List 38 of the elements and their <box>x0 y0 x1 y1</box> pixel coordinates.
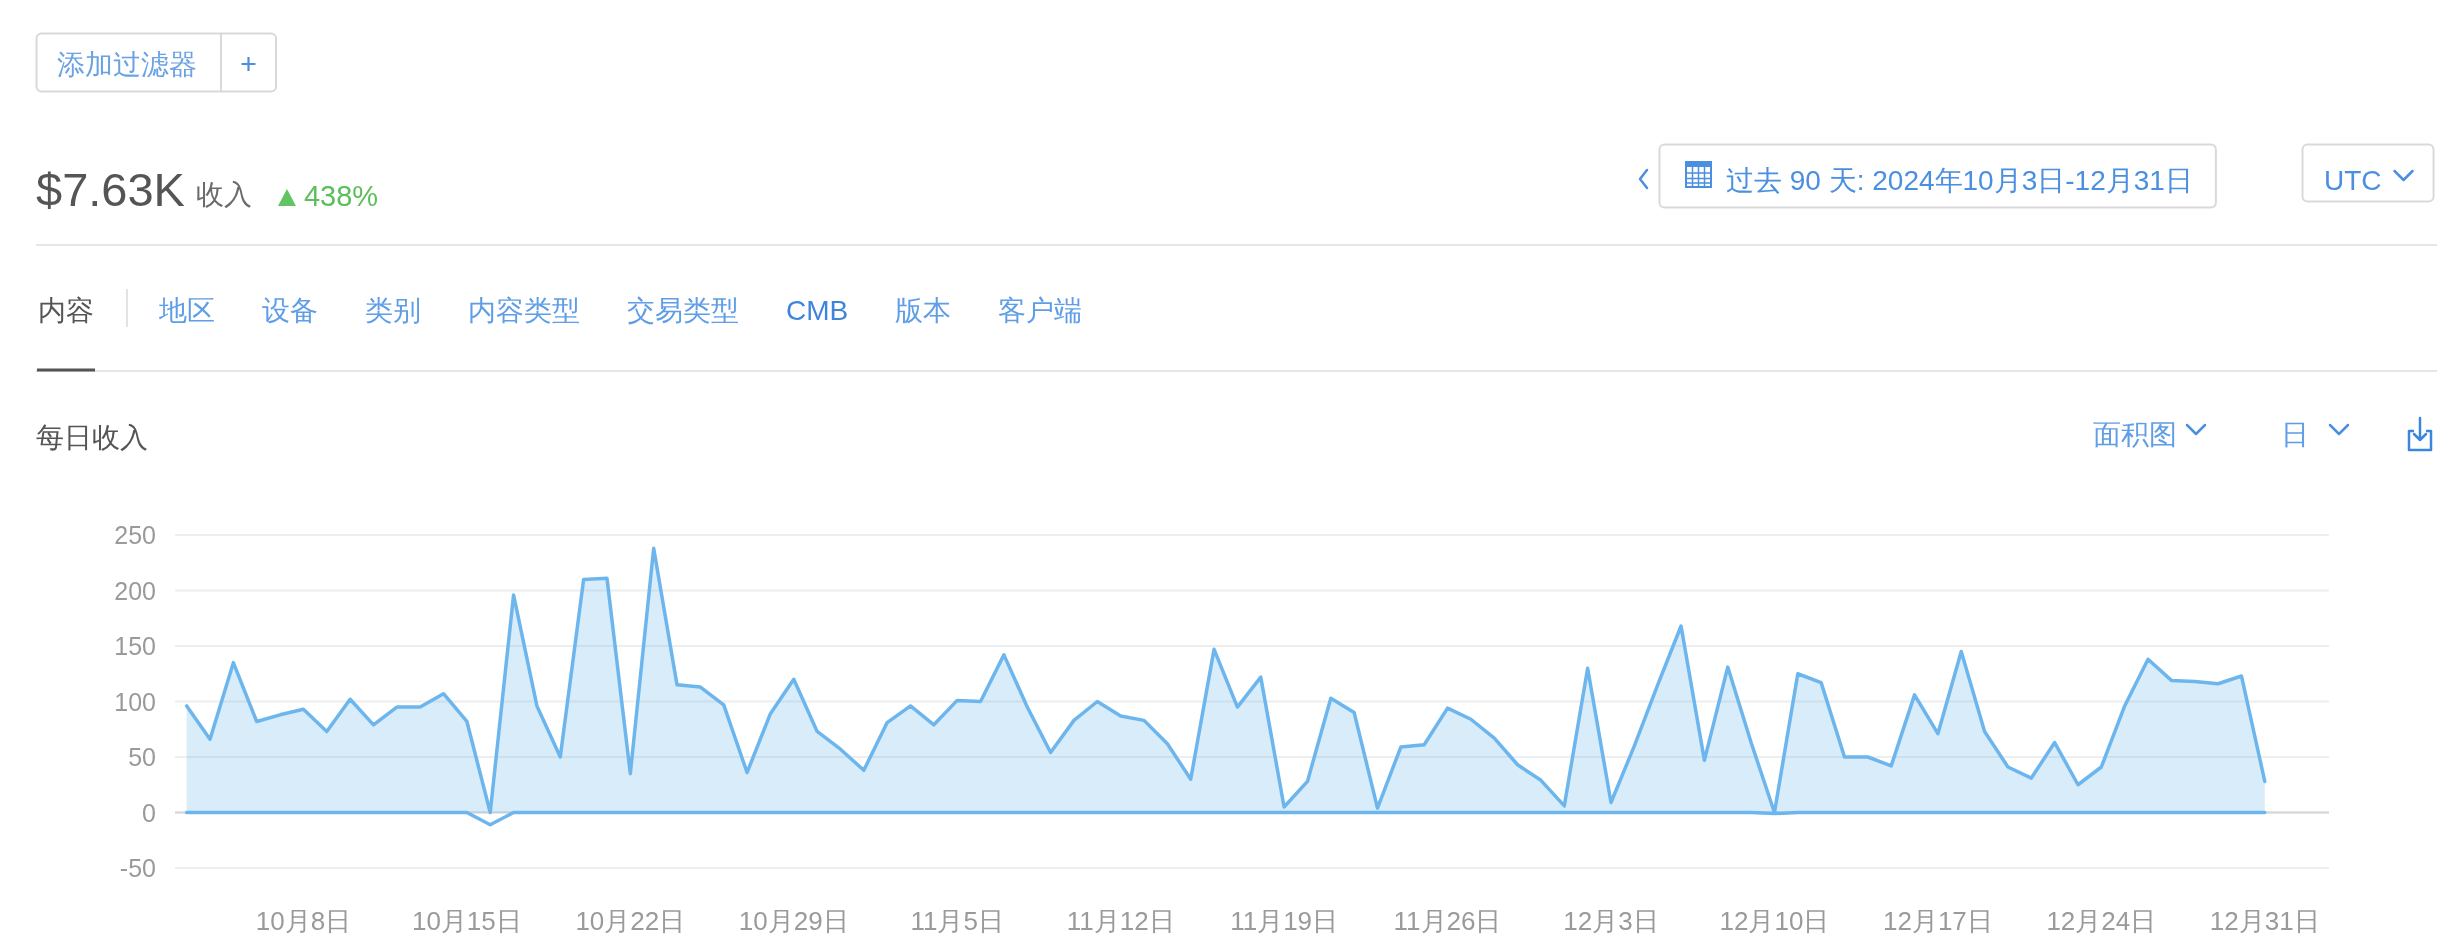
text: 内容类型 <box>468 295 580 326</box>
text: 类别 <box>365 295 421 326</box>
x-tick-label: 11月12日 <box>1066 906 1175 936</box>
y-tick-label: -50 <box>119 854 156 882</box>
x-tick-label: 12月10日 <box>1719 906 1830 936</box>
y-tick-label: 50 <box>128 743 156 771</box>
x-tick-label: 10月22日 <box>575 906 686 936</box>
text: 添加过滤器 <box>57 49 197 80</box>
text: 客户端 <box>998 295 1083 326</box>
y-tick-label: 150 <box>114 632 156 660</box>
y-tick-label: 200 <box>114 576 156 605</box>
text: 版本 <box>895 295 952 326</box>
y-tick-label: 250 <box>114 521 156 549</box>
text: 438% <box>303 180 379 212</box>
text: 过去 90 天: 2024年10月3日-12月31日 <box>1726 165 2193 196</box>
text: 交易类型 <box>627 295 739 326</box>
text: 日 <box>2281 419 2309 450</box>
text: 地区 <box>158 295 215 326</box>
text: CMB <box>786 295 849 326</box>
x-tick-label: 12月31日 <box>2209 906 2320 936</box>
text: $7.63K <box>36 163 185 216</box>
x-tick-label: 10月15日 <box>411 906 522 936</box>
text: 收入 <box>195 179 252 210</box>
x-tick-label: 11月5日 <box>910 906 1004 936</box>
text: 设备 <box>262 295 318 326</box>
y-tick-label: 0 <box>142 798 156 827</box>
x-tick-label: 11月19日 <box>1230 906 1339 936</box>
x-tick-label: 12月24日 <box>2046 906 2157 936</box>
text: 内容 <box>38 295 94 326</box>
text: 面积图 <box>2093 419 2177 450</box>
y-tick-label: 100 <box>114 687 156 716</box>
x-tick-label: 12月17日 <box>1882 906 1993 936</box>
x-tick-label: 10月29日 <box>738 906 849 936</box>
chart-title: 每日收入 <box>36 422 148 453</box>
text: UTC <box>2324 165 2382 196</box>
x-tick-label: 12月3日 <box>1563 906 1659 936</box>
x-tick-label: 11月26日 <box>1393 906 1502 936</box>
x-tick-label: 10月8日 <box>255 906 352 936</box>
